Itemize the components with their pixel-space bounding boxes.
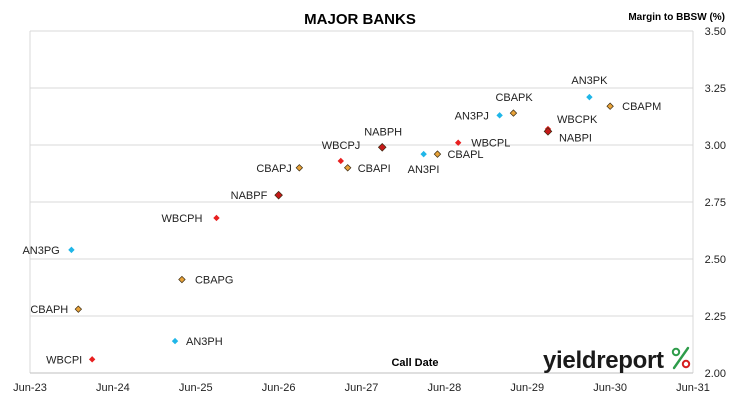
point-label-wbcpl: WBCPL (471, 138, 510, 150)
point-label-nabph: NABPH (364, 126, 402, 138)
x-tick-label: Jun-26 (262, 382, 296, 394)
point-label-wbcpi: WBCPI (46, 354, 82, 366)
data-point-cbapm (606, 102, 614, 110)
data-point-cbapk (509, 109, 518, 117)
data-point-wbcph (213, 214, 220, 222)
point-label-an3pk: AN3PK (571, 75, 608, 87)
point-label-cbapg: CBAPG (195, 275, 234, 287)
percent-icon (671, 346, 691, 370)
point-label-wbcpj: WBCPJ (322, 140, 361, 152)
data-point-nabph (377, 142, 387, 152)
data-point-cbaph (74, 305, 83, 313)
point-label-cbapj: CBAPJ (256, 163, 291, 175)
point-label-nabpf: NABPF (231, 190, 268, 202)
point-label-nabpi: NABPI (559, 132, 592, 144)
x-tick-label: Jun-23 (13, 382, 47, 394)
point-label-cbapk: CBAPK (495, 92, 533, 104)
y-axis-label: Margin to BBSW (%) (628, 12, 725, 23)
data-point-an3pg (68, 246, 75, 254)
point-label-an3pg: AN3PG (22, 245, 59, 257)
data-point-wbcpl (454, 139, 462, 146)
data-point-cbapj (295, 164, 304, 172)
data-point-an3pi (420, 150, 427, 158)
grid-lines (29, 30, 694, 373)
data-point-nabpf (274, 190, 283, 200)
data-point-cbapg (178, 275, 186, 284)
x-tick-label: Jun-27 (345, 382, 379, 394)
y-tick-label: 2.25 (705, 311, 726, 323)
y-axis-ticks: 2.00 2.25 2.50 2.75 3.00 3.25 3.50 (705, 26, 726, 380)
data-point-an3ph (171, 337, 179, 345)
x-tick-label: Jun-24 (96, 382, 130, 394)
logo-wordmark: yieldreport (543, 347, 664, 374)
data-point-wbcpj (337, 157, 344, 165)
x-tick-label: Jun-30 (593, 382, 627, 394)
y-tick-label: 3.25 (705, 83, 726, 95)
point-label-an3ph: AN3PH (186, 336, 223, 348)
point-label-wbcpk: WBCPK (557, 114, 598, 126)
y-tick-label: 2.75 (705, 197, 726, 209)
y-tick-label: 3.00 (705, 140, 726, 152)
data-points: WBCPI CBAPH AN3PG AN3PH CBAPG WBCPH NABPF CBAPJ… (22, 75, 661, 366)
y-tick-label: 2.50 (705, 254, 726, 266)
x-tick-label: Jun-29 (510, 382, 544, 394)
point-label-cbapi: CBAPI (358, 163, 391, 175)
y-tick-label: 2.00 (705, 368, 726, 380)
x-tick-label: Jun-28 (428, 382, 462, 394)
data-point-wbcpi (88, 356, 96, 363)
point-label-cbapm: CBAPM (622, 101, 661, 113)
yieldreport-logo: yieldreport (543, 346, 691, 374)
y-tick-label: 3.50 (705, 26, 726, 38)
data-point-an3pk (586, 93, 593, 101)
x-axis-label: Call Date (391, 357, 438, 369)
data-point-an3pj (496, 112, 503, 119)
x-axis-ticks: Jun-23 Jun-24 Jun-25 Jun-26 Jun-27 Jun-28 Jun-… (13, 382, 710, 394)
x-tick-label: Jun-25 (179, 382, 213, 394)
point-label-cbapl: CBAPL (447, 149, 483, 161)
data-point-nabpi (543, 127, 553, 136)
point-label-an3pi: AN3PI (408, 164, 440, 176)
point-label-cbaph: CBAPH (30, 304, 68, 316)
data-point-cbapi (343, 164, 352, 172)
data-point-cbapl (433, 150, 442, 158)
point-label-wbcph: WBCPH (161, 213, 202, 225)
point-label-an3pj: AN3PJ (455, 110, 489, 122)
chart-title: MAJOR BANKS (304, 11, 416, 28)
x-tick-label: Jun-31 (676, 382, 710, 394)
